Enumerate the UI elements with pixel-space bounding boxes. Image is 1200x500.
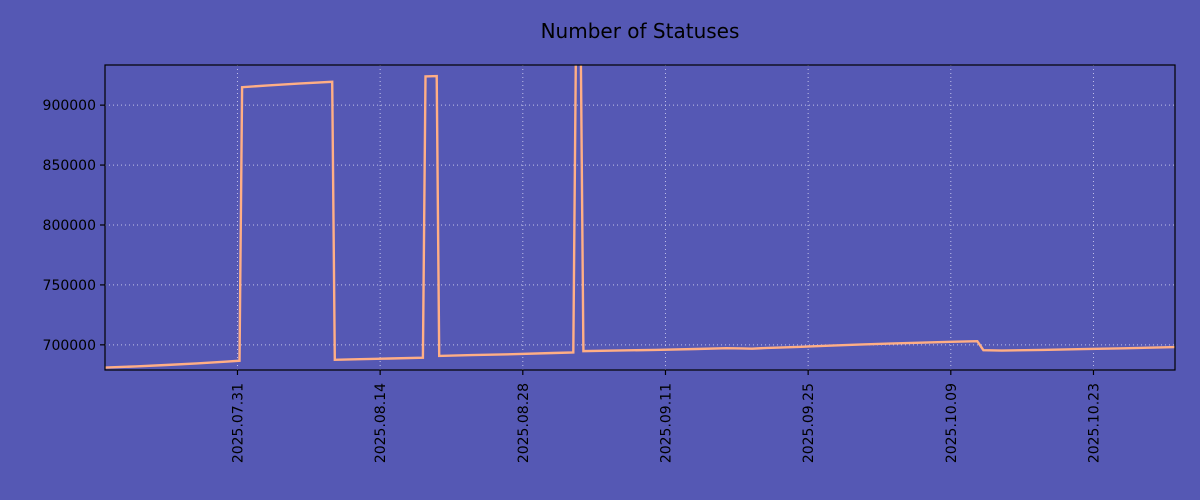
y-tick-label: 900000 — [43, 98, 96, 114]
x-tick-label: 2025.10.23 — [1086, 383, 1102, 463]
x-tick-label: 2025.09.25 — [801, 383, 817, 463]
y-tick-label: 750000 — [43, 278, 96, 294]
y-tick-label: 800000 — [43, 218, 96, 234]
y-tick-label: 850000 — [43, 158, 96, 174]
y-tick-label: 700000 — [43, 338, 96, 354]
x-tick-label: 2025.08.28 — [516, 383, 532, 463]
x-tick-label: 2025.10.09 — [944, 383, 960, 463]
chart-title: Number of Statuses — [540, 19, 740, 43]
plot-border — [104, 64, 1176, 371]
series-line-statuses — [105, 65, 1175, 369]
x-tick-label: 2025.07.31 — [230, 383, 246, 463]
x-tick-label: 2025.09.11 — [658, 383, 674, 463]
x-tick-label: 2025.08.14 — [373, 383, 389, 463]
